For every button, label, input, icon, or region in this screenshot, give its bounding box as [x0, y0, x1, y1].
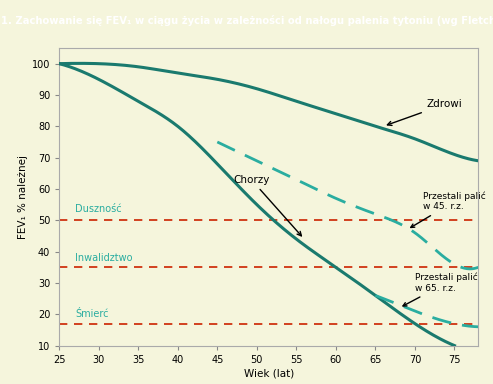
X-axis label: Wiek (lat): Wiek (lat): [244, 369, 294, 379]
Text: Przestali palić
w 45. r.z.: Przestali palić w 45. r.z.: [411, 192, 486, 227]
Text: Chorzy: Chorzy: [233, 175, 301, 236]
Text: Zdrowi: Zdrowi: [387, 99, 462, 126]
Text: Inwalidztwo: Inwalidztwo: [75, 253, 133, 263]
Text: Ryc. 1. Zachowanie się FEV₁ w ciągu życia w zależności od nałogu palenia tytoniu: Ryc. 1. Zachowanie się FEV₁ w ciągu życi…: [0, 15, 493, 26]
Text: Duszność: Duszność: [75, 204, 122, 214]
Y-axis label: FEV₁ % należnej: FEV₁ % należnej: [18, 155, 28, 239]
Text: Przestali palić
w 65. r.z.: Przestali palić w 65. r.z.: [403, 273, 478, 306]
Text: Śmierć: Śmierć: [75, 309, 108, 319]
